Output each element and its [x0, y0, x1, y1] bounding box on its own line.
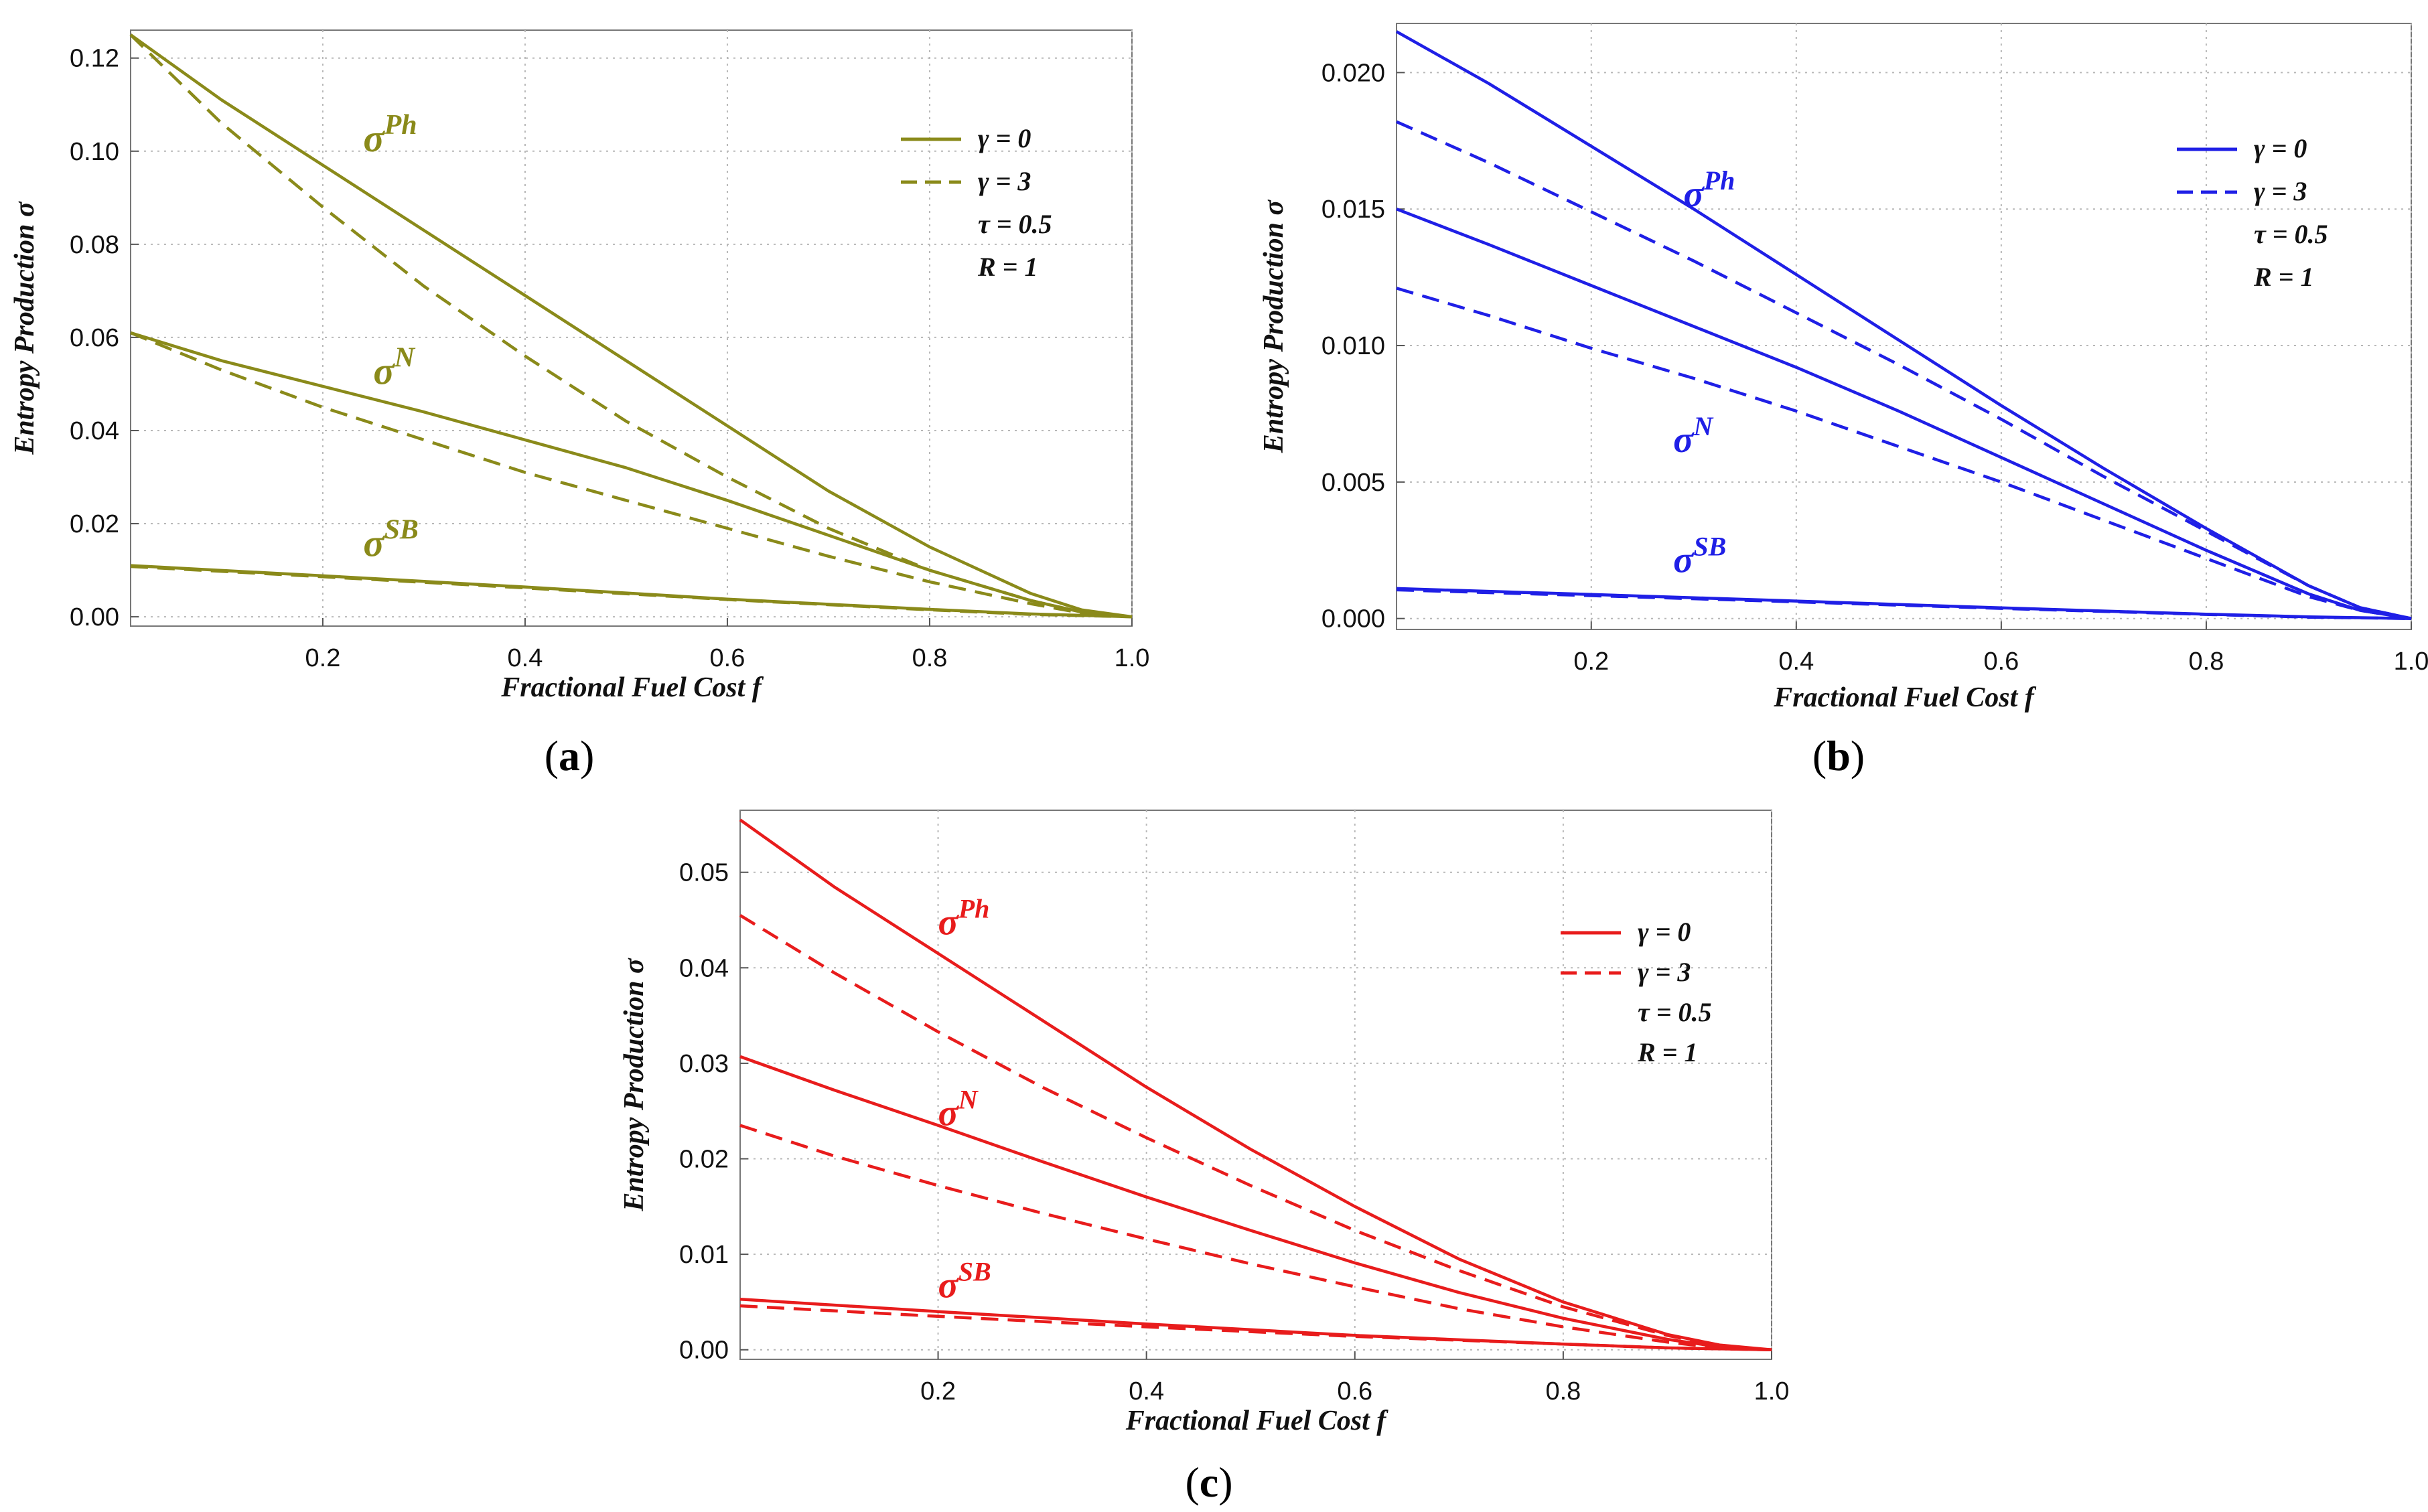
y-tick-label: 0.005	[1322, 469, 1385, 497]
legend: γ = 0 γ = 3 τ = 0.5 R = 1	[901, 123, 1052, 282]
series-annotation: σPh	[938, 893, 990, 943]
legend-entry: γ = 0	[1638, 917, 1691, 947]
legend-entry: γ = 0	[2254, 133, 2307, 163]
legend-entry: τ = 0.5	[978, 209, 1052, 239]
x-tick-label: 0.8	[912, 644, 948, 672]
x-tick-label: 0.8	[2189, 648, 2224, 676]
series-annotation: σN	[1673, 411, 1714, 461]
series-annotation: σPh	[1683, 165, 1735, 215]
plot-area	[1396, 23, 2412, 630]
y-tick-label: 0.12	[70, 45, 119, 73]
panel-label: (a)	[545, 732, 595, 779]
panel-label: (b)	[1812, 732, 1865, 779]
x-tick-label: 0.2	[1573, 648, 1609, 676]
legend-entry: γ = 3	[1638, 957, 1691, 987]
x-tick-label: 0.2	[920, 1377, 956, 1406]
x-axis-title: Fractional Fuel Cost f	[500, 672, 764, 703]
x-tick-label: 0.2	[305, 644, 341, 672]
series-annotation: σN	[373, 342, 415, 392]
x-tick-label: 0.6	[1983, 648, 2019, 676]
legend-entry: τ = 0.5	[2254, 219, 2328, 249]
axes: 0.2 0.4 0.6 0.8 1.0 0.00 0.02 0.04 0.06 0.08 0.10 0…	[70, 45, 1149, 672]
y-axis-title: Entropy Production σ	[619, 958, 650, 1212]
y-tick-label: 0.01	[679, 1241, 729, 1269]
panel-c: 0.2 0.4 0.6 0.8 1.00.000.010.020.030.040.05 …	[619, 810, 1789, 1506]
annotation-layer: σPh σN σSB	[363, 110, 419, 565]
x-tick-label: 1.0	[2394, 648, 2428, 676]
legend-entry: τ = 0.5	[1638, 997, 1712, 1027]
x-tick-label: 1.0	[1754, 1377, 1790, 1406]
axes: 0.2 0.4 0.6 0.8 1.0 0.000 0.005 0.010 0.015 0.020	[1322, 59, 2428, 676]
series-layer	[1395, 30, 2412, 620]
legend-entry: γ = 0	[978, 123, 1031, 153]
series-line	[1396, 588, 2412, 620]
y-tick-label: 0.08	[70, 231, 119, 259]
series-line	[130, 331, 1133, 619]
y-tick-label: 0.05	[679, 859, 729, 887]
series-line	[1396, 287, 2412, 620]
plot-area	[739, 810, 1772, 1360]
series-line	[739, 1055, 1772, 1351]
x-tick-label: 0.6	[710, 644, 745, 672]
legend-entry: R = 1	[1637, 1037, 1697, 1067]
series-annotation: σSB	[363, 515, 419, 565]
x-tick-label: 0.4	[508, 644, 543, 672]
series-annotation: σPh	[363, 110, 417, 160]
grid	[740, 810, 1772, 1359]
annotation-layer: σPh σN σSB	[938, 893, 991, 1306]
y-tick-label: 0.06	[70, 324, 119, 352]
series-layer	[739, 818, 1772, 1351]
y-axis-title: Entropy Production σ	[1259, 199, 1289, 453]
y-tick-label: 0.02	[679, 1146, 729, 1174]
legend-entry: γ = 3	[2254, 176, 2307, 206]
y-tick-label: 0.020	[1322, 59, 1385, 87]
y-axis-title: Entropy Production σ	[9, 201, 40, 455]
legend: γ = 0 γ = 3 τ = 0.5 R = 1	[1561, 917, 1712, 1067]
series-line	[739, 1124, 1772, 1351]
panel-label: (c)	[1185, 1458, 1232, 1506]
x-axis-title: Fractional Fuel Cost f	[1773, 682, 2037, 713]
legend-entry: R = 1	[2253, 262, 2313, 292]
x-tick-label: 0.8	[1545, 1377, 1581, 1406]
grid	[1397, 23, 2412, 629]
series-line	[129, 33, 1133, 619]
series-annotation: σSB	[1673, 531, 1726, 581]
series-layer	[129, 33, 1133, 619]
panel-a: 0.2 0.4 0.6 0.8 1.0 0.00 0.02 0.04 0.06 0.08 0.10 0…	[9, 29, 1149, 779]
y-tick-label: 0.015	[1322, 196, 1385, 224]
legend-entry: R = 1	[977, 252, 1038, 282]
y-tick-label: 0.04	[679, 954, 729, 982]
annotation-layer: σPh σN σSB	[1673, 165, 1735, 581]
y-tick-label: 0.010	[1322, 332, 1385, 360]
series-annotation: σSB	[938, 1256, 991, 1306]
legend-entry: γ = 3	[978, 166, 1031, 196]
series-line	[130, 331, 1133, 619]
x-tick-label: 0.4	[1129, 1377, 1164, 1406]
panel-b: 0.2 0.4 0.6 0.8 1.0 0.000 0.005 0.010 0.015 0.020…	[1259, 23, 2428, 779]
axes: 0.2 0.4 0.6 0.8 1.0 0.00 0.01 0.02 0.03 0.04 0.05	[679, 859, 1789, 1406]
series-line	[739, 913, 1772, 1351]
x-tick-label: 0.4	[1778, 648, 1814, 676]
series-line	[130, 564, 1133, 619]
y-tick-label: 0.000	[1322, 605, 1385, 633]
y-tick-label: 0.00	[70, 603, 119, 631]
x-axis-title: Fractional Fuel Cost f	[1125, 1406, 1389, 1436]
legend: γ = 0 γ = 3 τ = 0.5 R = 1	[2177, 133, 2328, 292]
y-tick-label: 0.04	[70, 417, 119, 445]
y-tick-label: 0.02	[70, 510, 119, 538]
y-tick-label: 0.10	[70, 138, 119, 166]
y-tick-label: 0.03	[679, 1050, 729, 1078]
series-line	[739, 1304, 1772, 1351]
x-tick-label: 1.0	[1115, 644, 1150, 672]
x-tick-label: 0.6	[1337, 1377, 1372, 1406]
series-line	[1396, 120, 2412, 620]
series-annotation: σN	[938, 1085, 979, 1134]
plot-area	[130, 29, 1133, 627]
y-tick-label: 0.00	[679, 1337, 729, 1365]
series-line	[1396, 208, 2412, 620]
